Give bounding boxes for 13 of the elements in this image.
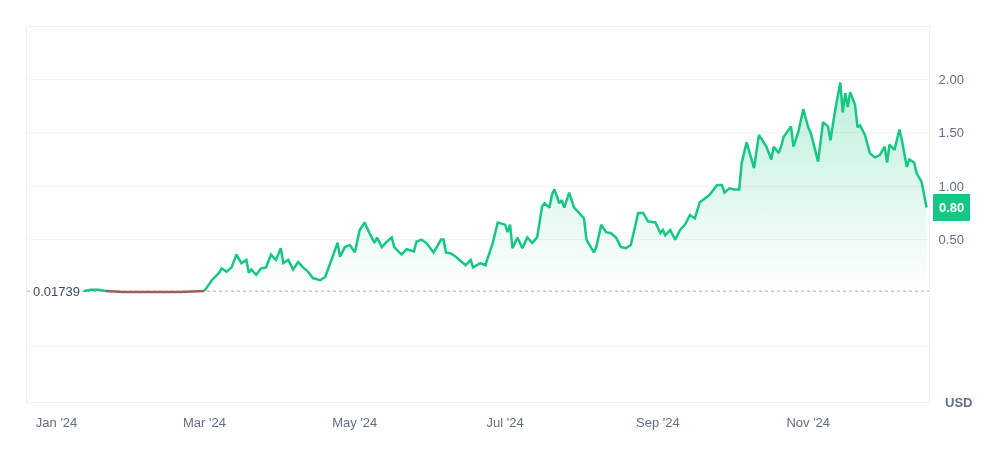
x-tick-label: Mar '24 (182, 414, 226, 430)
x-tick-label: Nov '24 (786, 414, 831, 430)
ref-line-label: 0.01739 (33, 284, 80, 299)
y-tick-label: 0.50 (938, 232, 964, 248)
y-tick-label: 1.50 (938, 125, 964, 141)
y-axis-title: USD (945, 395, 973, 410)
x-tick-label: Sep '24 (636, 414, 680, 430)
x-tick-label: May '24 (332, 414, 378, 430)
x-tick-label: Jan '24 (35, 414, 78, 430)
y-tick-label: 2.00 (938, 71, 964, 87)
y-tick-label: 1.00 (938, 178, 964, 194)
x-tick-label: Jul '24 (486, 414, 524, 430)
annotation: 0.80 (939, 200, 965, 215)
